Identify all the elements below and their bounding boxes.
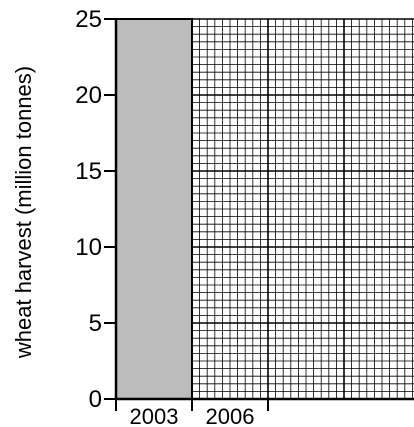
y-tick-label: 25 <box>75 6 102 33</box>
x-tick-label: 2003 <box>130 404 179 427</box>
y-tick-label: 20 <box>75 82 102 109</box>
bars <box>115 18 193 400</box>
x-ticks: 2003 2006 <box>115 399 269 427</box>
x-tick-label: 2006 <box>206 404 255 427</box>
y-tick-label: 5 <box>89 310 102 337</box>
y-tick-label: 10 <box>75 234 102 261</box>
y-ticks: 0 5 10 15 20 25 <box>75 6 116 413</box>
bar-2003 <box>115 18 193 400</box>
y-tick-label: 0 <box>89 386 102 413</box>
y-tick-label: 15 <box>75 158 102 185</box>
axes <box>114 18 414 401</box>
